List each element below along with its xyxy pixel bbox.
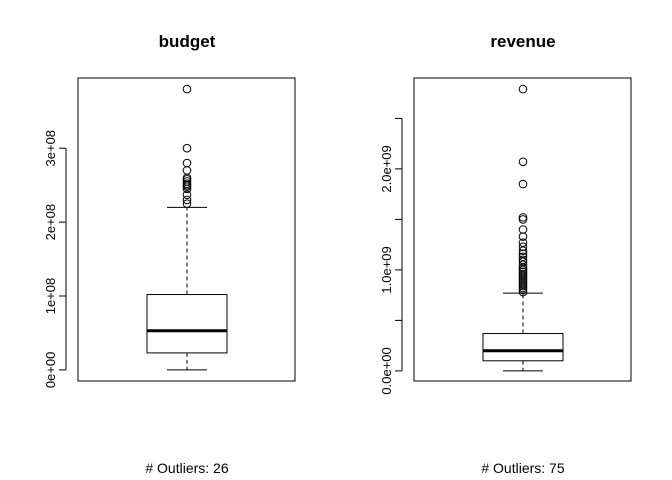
budget-iqr-box (146, 294, 228, 354)
revenue-outlier-point (518, 84, 528, 94)
revenue-outlier-point (518, 249, 528, 259)
revenue-iqr-box (482, 333, 564, 362)
revenue-outlier-point (518, 215, 528, 224)
budget-outlier-point (182, 195, 192, 205)
budget-outlier-point (182, 179, 192, 188)
budget-outlier-count: # Outliers: 26 (145, 460, 228, 476)
revenue-outlier-point (518, 267, 528, 277)
budget-outlier-point (182, 190, 192, 200)
revenue-y-tick-label: 2.0e+09 (379, 145, 394, 192)
budget-y-tick-label: 2e+08 (43, 204, 58, 241)
budget-outlier-point (182, 199, 192, 208)
revenue-outlier-count: # Outliers: 75 (481, 460, 564, 476)
revenue-outlier-point (518, 255, 528, 265)
revenue-outlier-point (518, 238, 528, 247)
revenue-outlier-point (518, 242, 528, 251)
revenue-outlier-point (518, 252, 528, 262)
budget-outlier-point (182, 166, 192, 175)
budget-y-tick-label: 0e+00 (43, 352, 58, 389)
budget-outlier-point (182, 84, 192, 94)
budget-title: budget (159, 32, 216, 51)
budget-y-tick-label: 1e+08 (43, 278, 58, 315)
budget-box-marks (146, 84, 228, 371)
budget-outlier-point (182, 177, 192, 186)
revenue-outlier-point (518, 213, 528, 222)
budget-y-tick-label: 3e+08 (43, 130, 58, 167)
revenue-outlier-point (518, 232, 528, 241)
revenue-y-axis: 0.0e+00 1.0e+09 2.0e+09 (379, 117, 403, 395)
revenue-y-tick-label: 1.0e+09 (379, 246, 394, 293)
revenue-panel: revenue 0.0e+00 1.0e+09 2.0e+09 # Outliers… (379, 32, 632, 476)
revenue-outlier-point (518, 225, 528, 234)
revenue-outlier-point (518, 179, 528, 189)
budget-y-axis: 0e+00 1e+08 2e+08 3e+08 (43, 130, 67, 389)
revenue-plot-frame (413, 77, 632, 382)
revenue-title: revenue (490, 32, 555, 51)
budget-panel: budget 0e+00 1e+08 2e+08 3e+08 # Outliers: … (43, 32, 296, 476)
revenue-outlier-point (518, 269, 528, 279)
revenue-outlier-point (518, 157, 528, 167)
budget-outlier-point (182, 143, 192, 153)
revenue-box-marks (482, 84, 564, 372)
budget-outlier-point (182, 158, 192, 168)
budget-plot-frame (77, 77, 296, 382)
revenue-y-tick-label: 0.0e+00 (379, 347, 394, 394)
